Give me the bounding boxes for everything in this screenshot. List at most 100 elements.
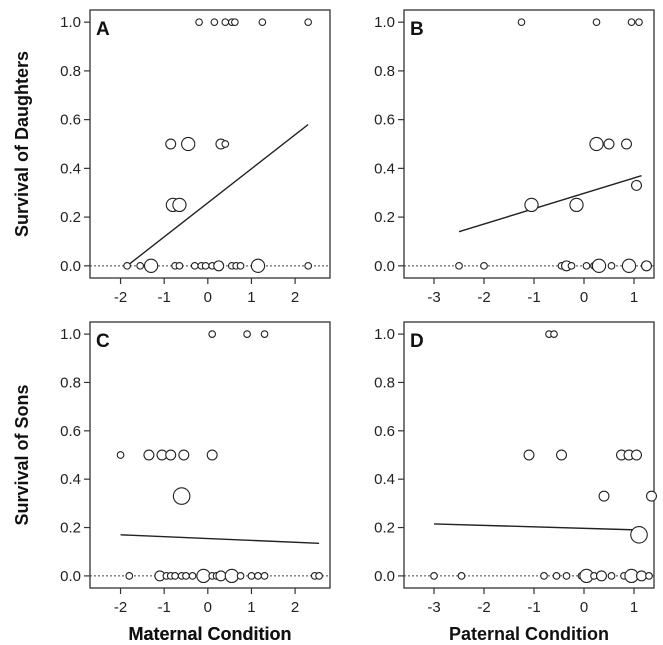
panel-b-data-point — [517, 18, 526, 27]
panel-a-data-point — [221, 18, 230, 27]
panel-a-data-point — [201, 261, 210, 270]
panel-a-y-tick-label: 0.8 — [60, 63, 81, 80]
panel-b-data-point — [621, 258, 637, 273]
panel-a-data-point — [195, 18, 203, 27]
panel-d-x-axis-title: Paternal Condition — [449, 624, 609, 644]
panel-d-data-point — [595, 570, 607, 582]
panel-b-x-tick-label: -1 — [527, 289, 540, 306]
panel-a-frame — [89, 9, 331, 279]
panel-b-y-tick-label: 0.8 — [374, 63, 395, 80]
panel-d-x-tick-label: 1 — [630, 599, 638, 616]
panel-b-letter: B — [410, 19, 424, 40]
panel-d-y-tick-label: 1.0 — [374, 326, 395, 343]
panel-c-data-point — [247, 572, 256, 580]
panel-d-x-tick-label: -3 — [427, 599, 440, 616]
panel-a-data-point — [213, 260, 225, 272]
panel-c-data-point — [171, 572, 179, 580]
panel-d-data-point — [457, 572, 466, 580]
panel-c-fit-line — [120, 534, 320, 544]
panel-b-y-tick-label: 0.2 — [374, 209, 395, 226]
panel-b-x-tick-label: 0 — [580, 289, 588, 306]
panel-a-letter: A — [96, 19, 110, 40]
panel-c-x-tick-label: -2 — [114, 599, 127, 616]
panel-d-x-tick-label: 0 — [580, 599, 588, 616]
panel-c-y-tick-label: 0.4 — [60, 471, 81, 488]
panel-a-y-tick-label: 1.0 — [60, 14, 81, 31]
panel-b-data-point — [569, 197, 584, 213]
panel-b-data-point — [567, 261, 576, 270]
panel-a-y-tick-label: 0.6 — [60, 112, 81, 129]
panel-c-data-point — [260, 330, 269, 338]
panel-d-data-point — [645, 490, 657, 502]
panel-a-data-point — [304, 261, 313, 270]
panel-b-data-point — [455, 261, 463, 270]
panel-c-y-tick-label: 1.0 — [60, 326, 81, 343]
panel-b-x-tick-label: 1 — [630, 289, 638, 306]
panel-a-data-point — [190, 261, 199, 270]
panel-b-x-tick-label: -3 — [427, 289, 440, 306]
panel-d-data-point — [630, 525, 648, 544]
panel-a-x-tick-label: 1 — [247, 289, 255, 306]
panel-d-y-tick-label: 0.8 — [374, 374, 395, 391]
panel-a-data-point — [210, 18, 219, 27]
panel-c-data-point — [178, 449, 190, 461]
panel-d-data-point — [645, 572, 653, 580]
panel-b-data-point — [591, 258, 607, 273]
panel-c-frame — [89, 321, 331, 589]
panel-c-data-point — [143, 449, 155, 461]
panel-c-data-point — [215, 570, 227, 582]
panel-d-data-point — [430, 572, 438, 580]
panel-a-y-tick-label: 0.2 — [60, 209, 81, 226]
panel-d-data-point — [635, 570, 647, 582]
panel-a-data-point — [304, 18, 313, 27]
panel-a-data-point — [181, 136, 196, 152]
panel-d-data-point — [552, 572, 561, 580]
panel-c-x-tick-label: 1 — [247, 599, 255, 616]
panel-a-y-tick-label: 0.4 — [60, 160, 81, 177]
panel-a-data-point — [172, 197, 187, 213]
panel-a-x-axis-title: Maternal Condition — [129, 624, 292, 644]
panel-b-frame — [403, 9, 655, 279]
panel-c-data-point — [172, 487, 191, 505]
panel-c-data-point — [196, 568, 211, 584]
panel-b-data-point — [589, 136, 604, 152]
panel-b-fit-line — [458, 175, 642, 233]
panel-d-data-point — [555, 449, 567, 461]
panel-c-data-point — [165, 449, 177, 461]
panel-b-data-point — [524, 197, 539, 213]
panel-d-y-tick-label: 0.2 — [374, 520, 395, 537]
panel-c-data-point — [116, 451, 125, 459]
panel-c-y-tick-label: 0.0 — [60, 568, 81, 585]
panel-a-data-point — [136, 261, 145, 270]
panel-d-data-point — [562, 572, 571, 580]
panel-a-y-axis-title: Survival of Daughters — [12, 51, 32, 237]
panel-a-fit-line — [126, 123, 309, 267]
panel-a-data-point — [123, 261, 131, 270]
panel-b-data-point — [582, 261, 591, 270]
panel-d-fit-line — [433, 523, 640, 531]
panel-d-y-tick-label: 0.4 — [374, 471, 395, 488]
panel-d-data-point — [630, 449, 642, 461]
panel-c-data-point — [206, 449, 218, 461]
panel-d-y-tick-label: 0.6 — [374, 423, 395, 440]
panel-a-x-tick-label: -1 — [158, 289, 171, 306]
panel-b-y-tick-label: 0.6 — [374, 112, 395, 129]
panel-a-data-point — [221, 140, 230, 148]
panel-c-data-point — [260, 572, 269, 580]
panel-c-y-axis-title: Survival of Sons — [12, 384, 32, 525]
panel-d-data-point — [523, 449, 535, 461]
panel-c-data-point — [243, 330, 251, 338]
panel-c-data-point — [188, 572, 197, 580]
panel-c-data-point — [208, 330, 217, 338]
panel-c-data-point — [125, 572, 134, 580]
panel-a-x-tick-label: 0 — [204, 289, 212, 306]
panel-b-y-tick-label: 1.0 — [374, 14, 395, 31]
panel-b-data-point — [592, 18, 601, 27]
panel-c-x-tick-label: 0 — [204, 599, 212, 616]
panel-c-data-point — [224, 568, 239, 584]
panel-c-data-point — [254, 572, 262, 580]
panel-c-letter: C — [96, 331, 110, 352]
panel-a-data-point — [236, 261, 245, 270]
panel-c-data-point — [236, 572, 245, 580]
panel-d-x-tick-label: -1 — [527, 599, 540, 616]
